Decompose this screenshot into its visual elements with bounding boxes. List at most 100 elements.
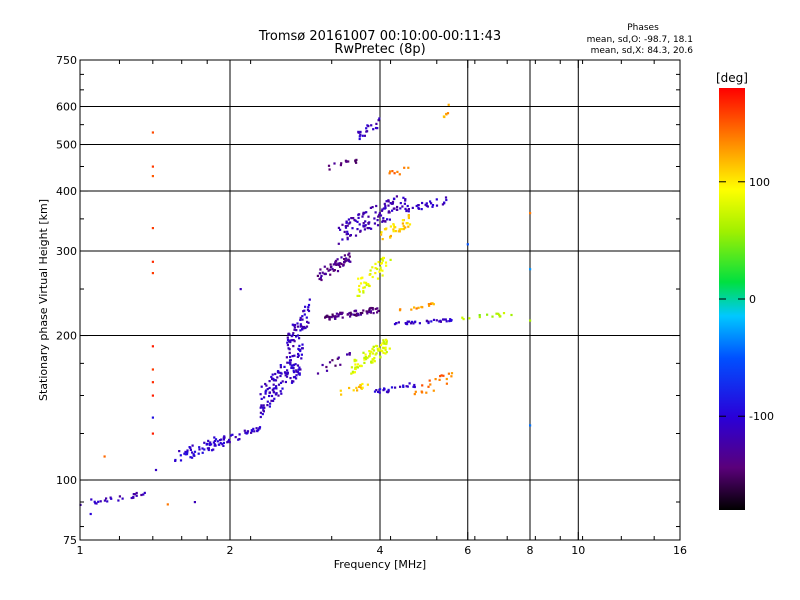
y-axis-label: Stationary phase Virtual Height [km] bbox=[37, 199, 50, 401]
data-point bbox=[299, 323, 302, 326]
data-point bbox=[330, 265, 333, 268]
data-point bbox=[288, 361, 291, 364]
data-point bbox=[289, 340, 292, 344]
data-point bbox=[244, 431, 247, 434]
data-point bbox=[301, 343, 304, 346]
data-point bbox=[363, 281, 366, 284]
data-point bbox=[151, 381, 154, 384]
data-point bbox=[353, 218, 356, 222]
data-point bbox=[529, 319, 532, 322]
data-point bbox=[356, 220, 359, 223]
data-point bbox=[415, 204, 418, 208]
data-point bbox=[377, 261, 380, 264]
data-point bbox=[345, 259, 348, 262]
data-point bbox=[383, 202, 386, 205]
data-point bbox=[328, 168, 331, 171]
x-tick-label: 4 bbox=[377, 544, 384, 557]
data-point bbox=[271, 388, 274, 391]
data-point bbox=[299, 349, 302, 353]
data-point bbox=[260, 404, 263, 407]
data-point bbox=[260, 385, 263, 388]
data-point bbox=[371, 308, 374, 311]
data-point bbox=[371, 266, 374, 269]
colorbar-label: [deg] bbox=[716, 71, 748, 85]
data-point bbox=[263, 396, 266, 399]
x-axis-label: Frequency [MHz] bbox=[334, 558, 426, 571]
data-point bbox=[370, 227, 373, 230]
data-point bbox=[280, 372, 283, 375]
data-point bbox=[367, 283, 370, 286]
data-point bbox=[228, 438, 231, 441]
data-point bbox=[372, 312, 375, 315]
data-point bbox=[238, 438, 241, 441]
data-point bbox=[231, 433, 234, 436]
data-point bbox=[388, 172, 391, 175]
data-point bbox=[272, 391, 276, 394]
data-point bbox=[466, 243, 469, 246]
data-point bbox=[334, 364, 337, 367]
data-point bbox=[351, 227, 354, 230]
data-point bbox=[132, 495, 135, 499]
data-point bbox=[268, 391, 271, 394]
data-point bbox=[121, 497, 124, 500]
data-point bbox=[271, 373, 274, 376]
data-point bbox=[378, 212, 381, 215]
data-point bbox=[358, 284, 361, 288]
data-point bbox=[118, 495, 121, 498]
data-point bbox=[287, 332, 290, 335]
data-point bbox=[276, 376, 279, 379]
data-point bbox=[400, 228, 403, 231]
data-point bbox=[395, 322, 398, 325]
data-point bbox=[447, 372, 450, 375]
data-point bbox=[366, 383, 369, 386]
data-point bbox=[409, 322, 413, 325]
data-point bbox=[415, 307, 418, 310]
data-point bbox=[356, 389, 359, 392]
data-point bbox=[361, 382, 364, 386]
data-point bbox=[388, 347, 391, 350]
data-point bbox=[174, 459, 177, 462]
data-point bbox=[151, 131, 154, 134]
data-point bbox=[377, 215, 380, 218]
data-point bbox=[318, 272, 321, 275]
data-point bbox=[402, 224, 405, 228]
data-point bbox=[391, 170, 394, 173]
data-point bbox=[151, 272, 154, 275]
data-point bbox=[348, 260, 351, 263]
data-point bbox=[373, 356, 376, 360]
data-point bbox=[395, 195, 398, 198]
data-point bbox=[292, 366, 295, 370]
data-point bbox=[228, 441, 231, 444]
data-point bbox=[413, 383, 416, 387]
data-point bbox=[365, 130, 368, 133]
data-point bbox=[214, 444, 217, 447]
data-point bbox=[290, 335, 293, 338]
data-point bbox=[431, 204, 435, 207]
data-point bbox=[407, 225, 410, 228]
data-point bbox=[439, 375, 442, 378]
data-point bbox=[290, 364, 293, 367]
data-point bbox=[328, 361, 332, 364]
data-point bbox=[298, 372, 301, 375]
data-point bbox=[359, 230, 362, 233]
data-point bbox=[384, 261, 388, 264]
data-point bbox=[510, 313, 513, 317]
data-point bbox=[383, 228, 387, 231]
data-point bbox=[426, 205, 429, 208]
data-point bbox=[340, 393, 343, 396]
data-point bbox=[368, 309, 371, 312]
data-point bbox=[406, 222, 409, 225]
data-point bbox=[229, 434, 232, 437]
data-point bbox=[279, 390, 282, 393]
data-point bbox=[298, 344, 301, 347]
data-point bbox=[355, 312, 358, 315]
data-point bbox=[274, 372, 277, 376]
data-point bbox=[402, 196, 405, 199]
data-point bbox=[212, 441, 215, 444]
y-tick-label: 200 bbox=[56, 330, 77, 343]
data-point bbox=[331, 359, 334, 362]
data-point bbox=[402, 385, 405, 388]
data-point bbox=[363, 356, 366, 359]
data-point bbox=[371, 206, 374, 209]
data-point bbox=[287, 347, 290, 350]
